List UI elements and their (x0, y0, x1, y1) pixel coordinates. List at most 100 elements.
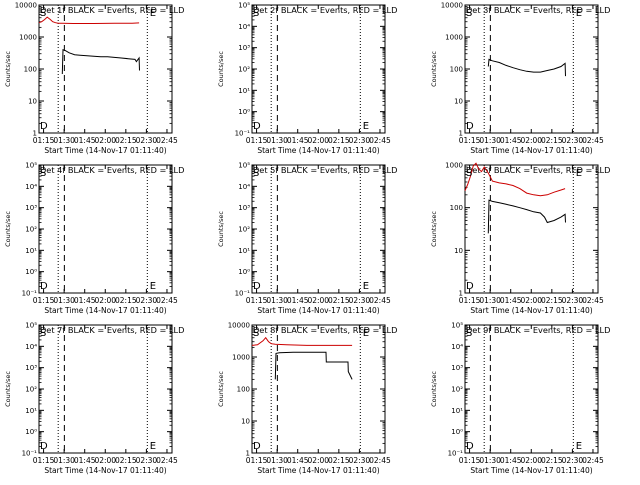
x-tick-label: 02:45 (582, 296, 604, 305)
x-tick-label: 02:00 (307, 136, 329, 145)
marker-label-d: D (253, 441, 261, 452)
x-tick-label: 02:15 (541, 136, 563, 145)
x-tick-label: 02:00 (520, 136, 542, 145)
x-tick-label: 01:45 (287, 296, 309, 305)
x-tick-label: 01:45 (500, 136, 522, 145)
marker-label-e: E (363, 328, 369, 339)
detector-panel-2: Det 2f BLACK = Events, RED = LLD Counts/s… (217, 2, 397, 156)
y-tick-label: 10⁻¹ (22, 290, 38, 298)
marker-label-e: E (576, 168, 582, 179)
y-axis-label: Counts/sec (430, 371, 438, 407)
x-tick-label: 01:30 (266, 136, 288, 145)
series-line-events (61, 49, 140, 75)
y-tick-label: 10000 (15, 2, 37, 10)
y-tick-label: 1 (246, 450, 250, 458)
x-axis-label: Start Time (14-Nov-17 01:11:40) (470, 466, 592, 475)
series-line-events (487, 58, 566, 77)
x-tick-label: 02:45 (369, 456, 391, 465)
x-tick-label: 02:00 (307, 296, 329, 305)
y-tick-label: 1000 (19, 34, 37, 42)
plot-frame (464, 164, 599, 294)
y-tick-label: 1000 (232, 354, 250, 362)
x-tick-label: 02:30 (136, 456, 158, 465)
y-tick-label: 10⁰ (238, 268, 250, 276)
panel-title: Det 5f BLACK = Events, RED = LLD (253, 165, 397, 175)
y-tick-label: 10 (28, 98, 37, 106)
y-tick-label: 10¹ (451, 407, 463, 415)
y-axis-label: Counts/sec (4, 371, 12, 407)
x-tick-label: 02:00 (307, 456, 329, 465)
x-tick-label: 02:00 (94, 136, 116, 145)
y-tick-label: 10⁻¹ (235, 130, 251, 138)
y-tick-label: 10² (238, 226, 250, 234)
x-axis-label: Start Time (14-Nov-17 01:11:40) (44, 146, 166, 155)
x-tick-label: 02:15 (115, 136, 137, 145)
panel-title: Det 7f BLACK = Events, RED = LLD (40, 325, 184, 335)
series-line-lld (464, 162, 566, 197)
y-tick-label: 100 (237, 386, 250, 394)
y-tick-label: 10² (238, 66, 250, 74)
x-tick-label: 01:45 (74, 456, 96, 465)
y-tick-label: 10⁵ (238, 162, 250, 170)
y-tick-label: 10⁵ (238, 2, 250, 10)
y-tick-label: 10⁻¹ (448, 450, 464, 458)
marker-label-d: D (40, 281, 48, 292)
marker-label-e: E (150, 441, 156, 452)
detector-panel-6: Det 6f BLACK = Events, RED = LLD Counts/s… (430, 162, 610, 316)
x-tick-label: 02:15 (541, 456, 563, 465)
y-axis-label: Counts/sec (4, 211, 12, 247)
marker-label-d: D (40, 121, 48, 132)
y-tick-label: 10² (25, 226, 37, 234)
marker-label-s: S (253, 8, 259, 19)
marker-label-d: D (253, 281, 261, 292)
marker-label-s: S (466, 8, 472, 19)
marker-label-d: D (40, 441, 48, 452)
marker-label-d: D (466, 281, 474, 292)
y-tick-label: 10⁴ (25, 183, 37, 191)
x-tick-label: 01:15 (459, 136, 481, 145)
y-tick-label: 10 (454, 247, 463, 255)
y-tick-label: 1 (459, 290, 463, 298)
plot-frame (464, 4, 599, 134)
y-tick-label: 10 (454, 98, 463, 106)
y-tick-label: 10³ (25, 204, 37, 212)
x-tick-label: 01:15 (459, 296, 481, 305)
plot-frame (38, 4, 173, 134)
y-axis-label: Counts/sec (430, 211, 438, 247)
y-tick-label: 1000 (445, 34, 463, 42)
x-tick-label: 02:00 (94, 296, 116, 305)
y-tick-label: 10⁴ (238, 23, 250, 31)
y-tick-label: 10⁵ (451, 322, 463, 330)
y-tick-label: 10⁰ (238, 108, 250, 116)
x-tick-label: 02:15 (328, 136, 350, 145)
x-tick-label: 01:30 (479, 296, 501, 305)
y-tick-label: 1 (459, 130, 463, 138)
marker-label-e: E (363, 121, 369, 132)
x-tick-label: 02:15 (115, 456, 137, 465)
y-tick-label: 10000 (441, 2, 463, 10)
y-tick-label: 10¹ (25, 247, 37, 255)
x-tick-label: 02:45 (156, 456, 178, 465)
marker-label-s: S (466, 328, 472, 339)
panel-title: Det 4f BLACK = Events, RED = LLD (40, 165, 184, 175)
y-tick-label: 10¹ (25, 407, 37, 415)
x-tick-label: 02:15 (541, 296, 563, 305)
x-tick-label: 02:30 (562, 296, 584, 305)
y-tick-label: 1 (33, 130, 37, 138)
panel-title: Det 8f BLACK = Events, RED = LLD (253, 325, 397, 335)
x-tick-label: 02:30 (349, 456, 371, 465)
y-tick-label: 100 (450, 204, 463, 212)
x-tick-label: 01:45 (500, 296, 522, 305)
x-tick-label: 02:30 (349, 296, 371, 305)
marker-label-d: D (466, 121, 474, 132)
x-tick-label: 01:30 (479, 456, 501, 465)
marker-label-s: S (466, 168, 472, 179)
y-tick-label: 10⁰ (25, 428, 37, 436)
y-axis-label: Counts/sec (430, 51, 438, 87)
x-tick-label: 02:45 (156, 136, 178, 145)
y-tick-label: 100 (24, 66, 37, 74)
x-tick-label: 01:30 (53, 296, 75, 305)
x-axis-label: Start Time (14-Nov-17 01:11:40) (470, 306, 592, 315)
y-tick-label: 10⁰ (25, 268, 37, 276)
y-tick-label: 10¹ (238, 87, 250, 95)
